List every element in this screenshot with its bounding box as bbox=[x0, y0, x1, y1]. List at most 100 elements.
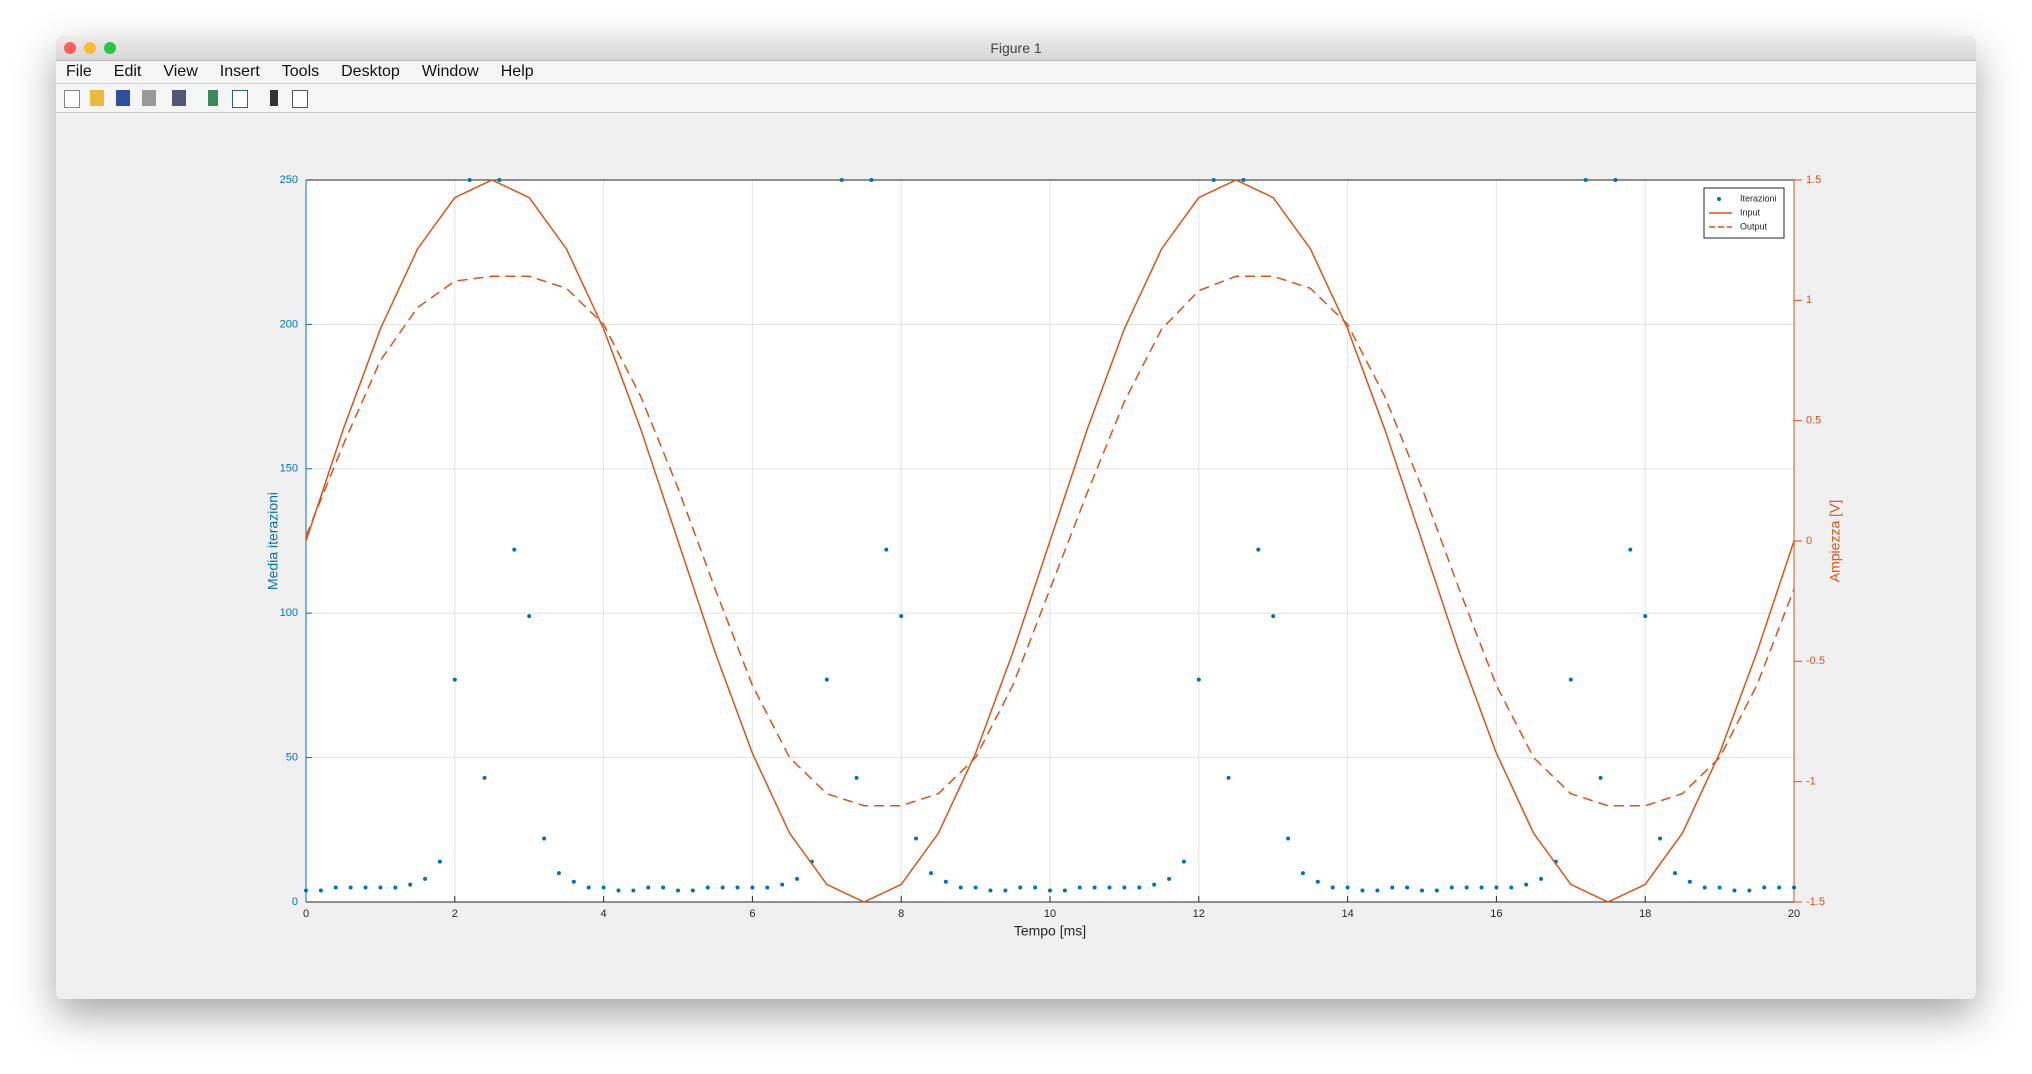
y-tick-label: 250 bbox=[280, 174, 298, 186]
y-tick-label: 0 bbox=[292, 896, 298, 908]
data-point bbox=[884, 547, 889, 552]
pointer-icon[interactable] bbox=[270, 90, 278, 106]
data-point bbox=[1226, 775, 1231, 780]
open-icon[interactable] bbox=[90, 90, 104, 106]
legend-icon[interactable] bbox=[232, 90, 248, 108]
close-button[interactable] bbox=[64, 42, 76, 54]
y-tick-label: 100 bbox=[280, 607, 298, 619]
data-point bbox=[1613, 178, 1618, 182]
data-point bbox=[988, 888, 993, 893]
data-point bbox=[1241, 178, 1246, 182]
y2-tick-label: 0.5 bbox=[1806, 415, 1821, 427]
data-point bbox=[497, 178, 502, 182]
data-point bbox=[973, 885, 978, 890]
data-point bbox=[1271, 614, 1276, 619]
menu-item[interactable]: Edit bbox=[113, 63, 142, 80]
data-point bbox=[1360, 888, 1365, 893]
data-point bbox=[646, 885, 651, 890]
data-line bbox=[305, 275, 1795, 807]
y-axis-label: Media iterazioni bbox=[265, 492, 281, 590]
data-point bbox=[1300, 871, 1305, 876]
data-point bbox=[1702, 885, 1707, 890]
data-point bbox=[1048, 888, 1052, 893]
link-icon[interactable] bbox=[172, 90, 186, 106]
data-point bbox=[690, 888, 695, 893]
data-point bbox=[1628, 547, 1633, 552]
data-point bbox=[854, 775, 859, 780]
new-icon[interactable] bbox=[64, 90, 80, 108]
data-point bbox=[318, 888, 323, 893]
y2-tick-label: -1 bbox=[1806, 776, 1816, 788]
toolbar bbox=[56, 84, 1976, 113]
data-point bbox=[482, 775, 487, 780]
y2-tick-label: 0 bbox=[1806, 535, 1812, 547]
x-tick-label: 14 bbox=[1341, 908, 1353, 920]
data-point bbox=[304, 888, 308, 893]
menu-item[interactable]: View bbox=[163, 63, 198, 80]
data-point bbox=[1375, 888, 1380, 893]
data-point bbox=[542, 836, 547, 841]
data-point bbox=[1286, 836, 1291, 841]
data-point bbox=[1196, 677, 1201, 682]
data-point bbox=[556, 871, 561, 876]
data-point bbox=[899, 614, 904, 619]
data-point bbox=[378, 885, 383, 890]
data-point bbox=[839, 178, 844, 182]
x-tick-label: 6 bbox=[749, 908, 755, 920]
menu-item[interactable]: Tools bbox=[281, 63, 320, 80]
save-icon[interactable] bbox=[116, 90, 130, 106]
data-point bbox=[1687, 879, 1692, 884]
y2-tick-label: -1.5 bbox=[1806, 896, 1825, 908]
data-point bbox=[1777, 885, 1782, 890]
data-point bbox=[1018, 885, 1023, 890]
data-point bbox=[616, 888, 621, 893]
colorbar-icon[interactable] bbox=[208, 90, 218, 106]
x-tick-label: 16 bbox=[1490, 908, 1502, 920]
data-point bbox=[1672, 871, 1677, 876]
y2-axis-label: Ampiezza [V] bbox=[1827, 500, 1843, 582]
zoom-button[interactable] bbox=[104, 42, 116, 54]
data-point bbox=[1539, 876, 1544, 881]
data-point bbox=[1598, 775, 1603, 780]
data-point bbox=[1643, 614, 1648, 619]
x-tick-label: 18 bbox=[1639, 908, 1651, 920]
y2-tick-label: 1 bbox=[1806, 294, 1812, 306]
window-title: Figure 1 bbox=[990, 40, 1042, 56]
x-tick-label: 0 bbox=[303, 908, 309, 920]
data-point bbox=[408, 882, 413, 887]
data-point bbox=[1137, 885, 1142, 890]
data-point bbox=[705, 885, 710, 890]
x-tick-label: 10 bbox=[1044, 908, 1056, 920]
data-point bbox=[661, 885, 666, 890]
data-point bbox=[676, 888, 680, 893]
data-point bbox=[1092, 885, 1097, 890]
data-point bbox=[1732, 888, 1737, 893]
data-point bbox=[333, 885, 338, 890]
data-point bbox=[1583, 178, 1588, 182]
x-tick-label: 8 bbox=[898, 908, 904, 920]
x-tick-label: 12 bbox=[1193, 908, 1205, 920]
data-point bbox=[914, 836, 919, 841]
data-point bbox=[795, 876, 800, 881]
data-point bbox=[869, 178, 874, 182]
data-point bbox=[1256, 547, 1261, 552]
data-point bbox=[393, 885, 398, 890]
data-point bbox=[1390, 885, 1395, 890]
data-point bbox=[928, 871, 933, 876]
data-point bbox=[1330, 885, 1335, 890]
menu-item[interactable]: Desktop bbox=[341, 63, 400, 80]
data-point bbox=[1658, 836, 1663, 841]
data-point bbox=[631, 888, 636, 893]
menu-item[interactable]: File bbox=[66, 63, 92, 80]
data-point bbox=[586, 885, 591, 890]
menu-item[interactable]: Insert bbox=[219, 63, 260, 80]
data-point bbox=[1211, 178, 1216, 182]
menu-item[interactable]: Help bbox=[500, 63, 534, 80]
menu-item[interactable]: Window bbox=[421, 63, 479, 80]
minimize-button[interactable] bbox=[84, 42, 96, 54]
print-icon[interactable] bbox=[142, 90, 156, 106]
data-point bbox=[1747, 888, 1752, 893]
data-point bbox=[1062, 888, 1067, 893]
property-icon[interactable] bbox=[292, 90, 308, 108]
